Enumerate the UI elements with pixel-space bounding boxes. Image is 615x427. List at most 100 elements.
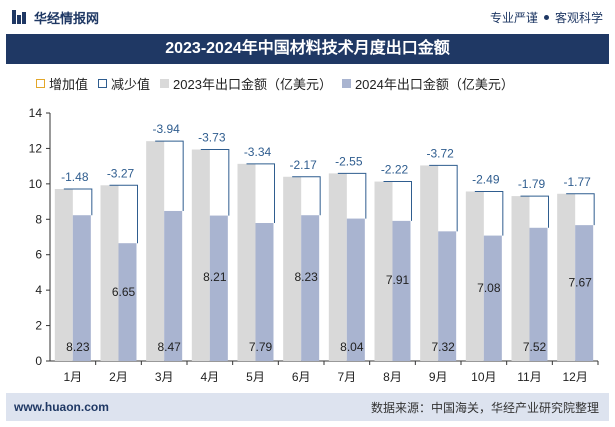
x-tick-label: 12月: [562, 370, 587, 384]
bar-2024: [255, 223, 274, 361]
bar-2023: [237, 163, 256, 361]
difference-label: -2.17: [289, 158, 317, 172]
value-label-2024: 7.91: [386, 273, 410, 287]
bar-2023: [54, 188, 73, 361]
bar-2023: [191, 149, 210, 361]
x-tick-label: 6月: [292, 370, 311, 384]
decrease-bracket: [63, 188, 93, 216]
decrease-bracket: [337, 172, 367, 219]
legend-item-2023: 2023年出口金额（亿美元）: [160, 74, 332, 93]
decrease-bracket: [383, 181, 412, 221]
legend-item-2024: 2024年出口金额（亿美元）: [341, 74, 514, 93]
bar-2024: [164, 210, 183, 361]
decrease-bracket: [109, 184, 138, 244]
bar-2024: [301, 215, 320, 361]
decrease-bracket: [566, 193, 595, 226]
y-tick-label: 10: [29, 177, 43, 191]
value-label-2024: 7.52: [523, 340, 547, 354]
y-tick-label: 12: [29, 141, 43, 155]
bar-2024: [72, 215, 91, 361]
bar-2023: [465, 191, 484, 361]
y-tick-label: 2: [35, 319, 42, 333]
legend-swatch-2023: [160, 78, 170, 88]
brand-logo-icon: [12, 10, 26, 24]
bar-2024: [483, 235, 502, 361]
difference-label: -2.49: [472, 172, 500, 186]
value-label-2024: 7.08: [477, 281, 501, 295]
decrease-bracket: [200, 148, 230, 216]
legend-swatch-decrease: [98, 78, 108, 88]
legend-swatch-increase: [36, 78, 45, 88]
value-label-2024: 8.47: [157, 340, 181, 354]
bar-2024: [529, 227, 548, 361]
x-tick-label: 5月: [246, 370, 265, 384]
footer: www.huaon.com 数据来源：中国海关，华经产业研究院整理: [6, 393, 609, 421]
value-label-2024: 8.23: [294, 270, 318, 284]
bar-2023: [146, 141, 165, 361]
bar-2024: [118, 243, 137, 361]
decrease-bracket: [292, 176, 321, 216]
difference-label: -1.48: [61, 170, 89, 184]
bar-2023: [420, 165, 439, 361]
chart-title: 2023-2024年中国材料技术月度出口金额: [6, 34, 609, 64]
brand: 华经情报网: [12, 8, 99, 27]
bar-2024: [575, 225, 594, 361]
footer-url: www.huaon.com: [14, 400, 109, 414]
decrease-bracket: [429, 164, 458, 232]
slogan-left: 专业严谨: [489, 10, 538, 25]
brand-name: 华经情报网: [34, 10, 100, 26]
difference-label: -2.55: [335, 154, 363, 168]
bar-2024: [392, 220, 411, 361]
value-label-2024: 7.67: [568, 275, 592, 289]
value-label-2024: 7.32: [431, 340, 455, 354]
difference-label: -3.94: [152, 122, 180, 136]
slogan-right: 客观科学: [554, 10, 603, 25]
y-tick-label: 6: [35, 248, 42, 262]
legend-item-increase: 增加值: [36, 74, 88, 93]
legend: 增加值 减少值 2023年出口金额（亿美元） 2024年出口金额（亿美元）: [36, 72, 524, 94]
bar-2023: [328, 173, 347, 361]
bar-2023: [100, 185, 119, 361]
y-tick-label: 0: [35, 354, 42, 368]
value-label-2024: 8.21: [203, 270, 227, 284]
difference-label: -3.34: [244, 145, 272, 159]
x-tick-label: 1月: [63, 370, 82, 384]
x-tick-label: 8月: [383, 370, 402, 384]
x-tick-label: 11月: [517, 370, 541, 384]
difference-label: -1.79: [518, 177, 546, 191]
x-tick-label: 3月: [155, 370, 174, 384]
decrease-bracket: [246, 163, 275, 224]
legend-label-2023: 2023年出口金额（亿美元）: [173, 76, 332, 92]
difference-label: -2.22: [381, 163, 409, 177]
bar-2024: [209, 215, 228, 361]
slogan: 专业严谨 客观科学: [490, 9, 603, 26]
bar-2023: [511, 196, 530, 361]
y-tick-label: 14: [29, 106, 43, 120]
decrease-bracket: [155, 140, 184, 211]
legend-label-2024: 2024年出口金额（亿美元）: [354, 76, 514, 92]
difference-label: -3.73: [198, 130, 226, 144]
footer-source: 数据来源：中国海关，华经产业研究院整理: [370, 400, 599, 415]
bar-2023: [283, 176, 302, 361]
legend-item-decrease: 减少值: [98, 74, 150, 93]
x-tick-label: 10月: [471, 370, 496, 384]
bar-2023: [374, 181, 393, 361]
difference-label: -3.27: [107, 166, 135, 180]
value-label-2024: 7.79: [249, 340, 273, 354]
value-label-2024: 8.23: [66, 340, 90, 354]
bar-2023: [557, 193, 576, 361]
separator-dot-icon: [543, 14, 549, 20]
bar-2024: [346, 218, 365, 361]
decrease-bracket: [520, 195, 549, 228]
legend-label-decrease: 减少值: [111, 76, 151, 92]
x-tick-label: 2月: [109, 370, 128, 384]
legend-label-increase: 增加值: [49, 76, 89, 92]
difference-label: -1.77: [563, 175, 591, 189]
x-tick-label: 7月: [337, 370, 356, 384]
x-tick-label: 4月: [200, 370, 219, 384]
value-label-2024: 6.65: [112, 285, 136, 299]
top-bar: 华经情报网 专业严谨 客观科学: [0, 0, 615, 34]
legend-swatch-2024: [341, 78, 351, 88]
